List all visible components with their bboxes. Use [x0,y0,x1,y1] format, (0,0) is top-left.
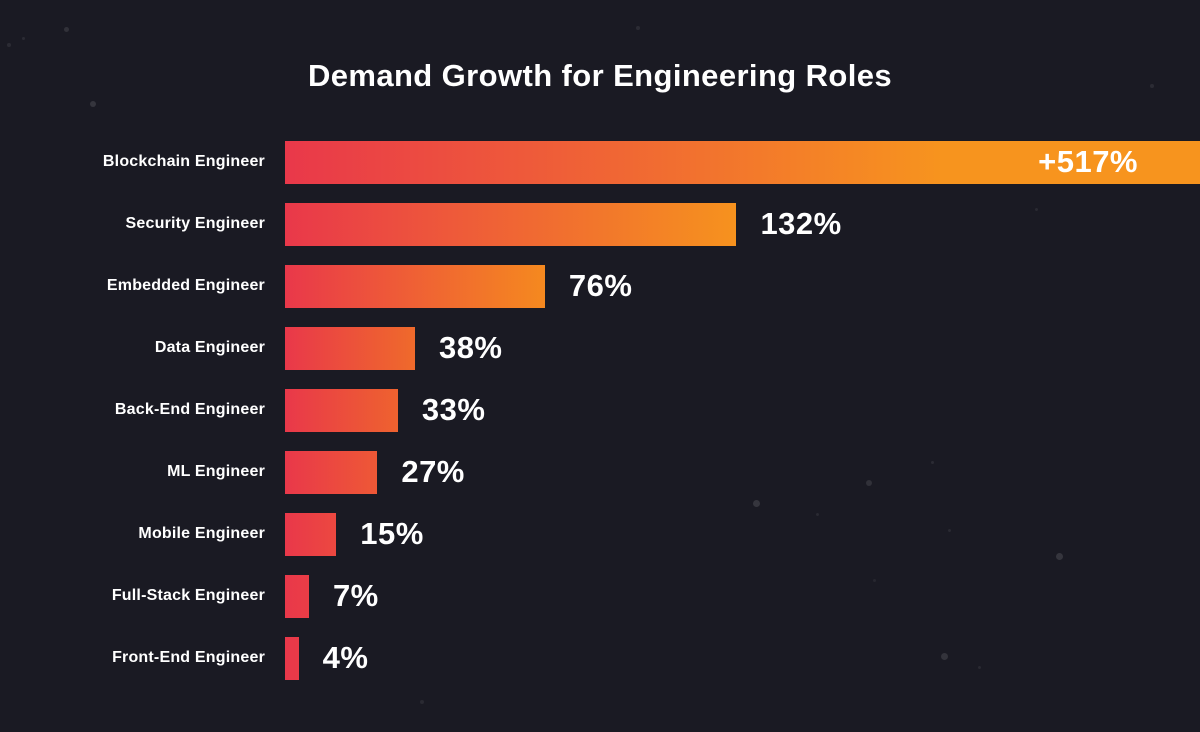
category-label: Blockchain Engineer [102,153,265,170]
background-dot [636,26,640,30]
bar-row: Mobile Engineer 15% [0,503,1200,565]
value-label: 7% [332,578,379,613]
bar [285,202,737,246]
category-label: Front-End Engineer [112,649,265,666]
value-label: 4% [322,640,369,675]
value-label: 15% [360,516,424,551]
bar-row: Back-End Engineer 33% [0,379,1200,441]
background-dot [7,43,11,47]
bar [285,264,545,308]
bar [285,140,1200,184]
bar-row: Front-End Engineer 4% [0,627,1200,689]
bar [285,512,337,556]
bar-chart: Blockchain Engineer +517% Security Enginee… [0,131,1200,689]
background-dot [90,101,96,107]
background-dot [64,27,69,32]
category-label: ML Engineer [167,463,265,480]
category-label: Back-End Engineer [114,401,265,418]
bar [285,326,415,370]
value-label: 38% [438,330,503,365]
value-label: 132% [760,206,842,241]
background-dot [420,700,424,704]
category-label: Data Engineer [154,339,265,356]
category-label: Full-Stack Engineer [111,587,265,604]
chart-title: Demand Growth for Engineering Roles [307,58,893,93]
background-dot [22,37,25,40]
category-label: Security Engineer [125,215,265,232]
category-label: Embedded Engineer [106,277,265,294]
bar [285,450,378,494]
bar-row: Security Engineer 132% [0,193,1200,255]
bar-row: Data Engineer 38% [0,317,1200,379]
value-label: +517% [1038,144,1138,179]
category-label: Mobile Engineer [138,525,265,542]
bar [285,636,299,680]
bar-row: Embedded Engineer 76% [0,255,1200,317]
value-label: 27% [401,454,465,489]
bar-row: ML Engineer 27% [0,441,1200,503]
bar [285,574,309,618]
value-label: 76% [568,268,633,303]
value-label: 33% [421,392,486,427]
bar-row: Full-Stack Engineer 7% [0,565,1200,627]
bar [285,388,398,432]
bar-row: Blockchain Engineer +517% [0,131,1200,193]
